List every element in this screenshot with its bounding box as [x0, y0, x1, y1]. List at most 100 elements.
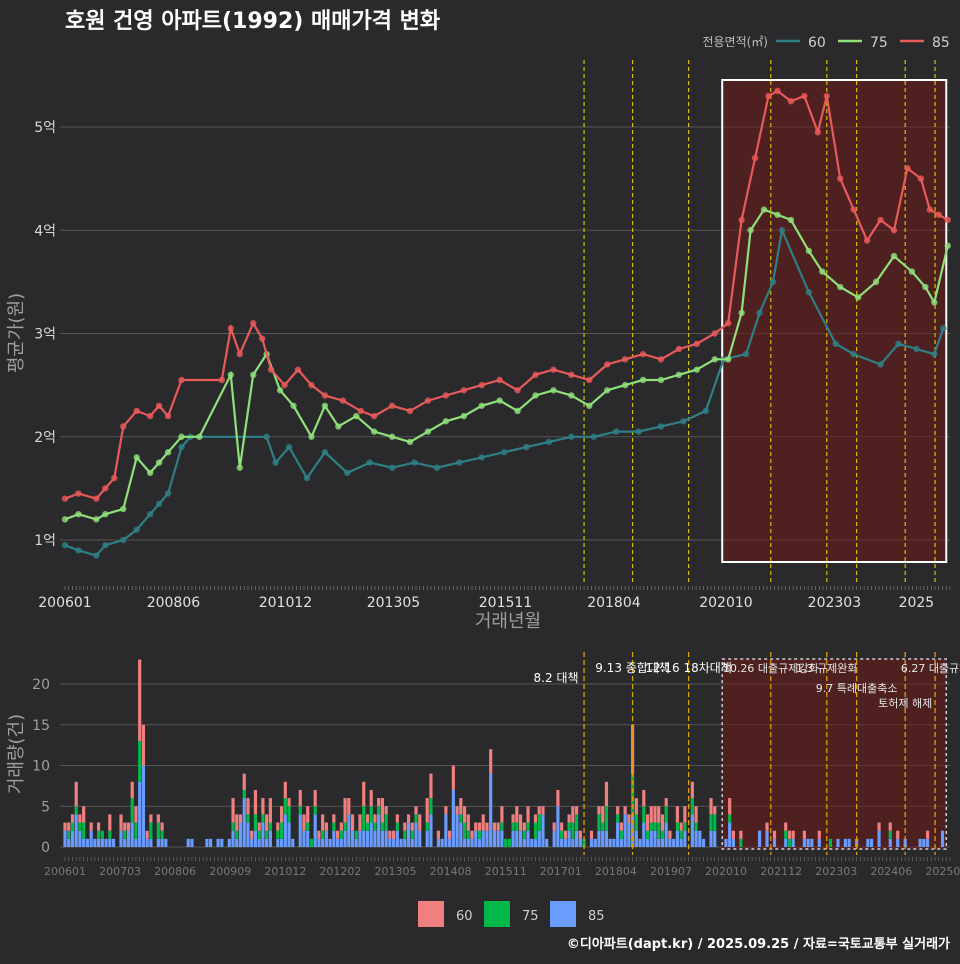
bottom-y-tick-label: 15: [32, 718, 50, 734]
volume-bar-60: [926, 830, 930, 839]
event-annotation-label: 10.26 대출규제강화: [723, 662, 819, 675]
bottom-x-tick-label: 202509: [925, 865, 960, 878]
volume-bar-85: [556, 806, 560, 847]
series-point-60: [272, 459, 279, 466]
series-point-85: [406, 407, 414, 415]
volume-bar-75: [257, 830, 261, 839]
bottom-x-axis: 200601 200703 200806 200909 201012 201202 2013…: [44, 857, 960, 878]
series-point-60: [133, 526, 140, 533]
volume-bar-75: [160, 830, 164, 839]
volume-bar-85: [608, 838, 612, 847]
top-x-label: 거래년월: [475, 611, 541, 632]
volume-bar-85: [698, 830, 702, 847]
volume-bar-75: [604, 806, 609, 831]
volume-bar-60: [772, 830, 777, 839]
volume-bar-85: [574, 830, 579, 847]
volume-bar-60: [500, 806, 504, 823]
series-point-75: [819, 268, 826, 275]
series-point-85: [944, 216, 951, 224]
volume-bar-60: [515, 806, 519, 823]
series-point-85: [424, 397, 432, 404]
series-point-75: [335, 423, 342, 430]
top-x-tick-label: 201305: [367, 595, 420, 611]
volume-bar-85: [380, 830, 384, 847]
series-point-85: [460, 387, 468, 394]
volume-bar-85: [866, 838, 870, 847]
volume-bar-75: [425, 822, 429, 831]
series-point-60: [321, 449, 329, 456]
volume-bar-85: [63, 830, 67, 847]
volume-bar-60: [321, 814, 325, 831]
volume-bar-85: [896, 838, 900, 847]
volume-bar-85: [604, 830, 609, 847]
series-point-85: [146, 412, 154, 420]
volume-bar-75: [679, 830, 683, 839]
series-point-85: [339, 397, 347, 404]
series-point-60: [344, 469, 351, 477]
volume-bar-75: [511, 822, 515, 831]
volume-bar-85: [429, 814, 433, 847]
series-point-75: [353, 412, 360, 420]
series-point-60: [61, 541, 69, 549]
volume-bar-75: [675, 822, 679, 831]
top-x-tick-label: 200601: [38, 595, 91, 611]
event-annotation-label: 9.7 특례대출축소: [816, 682, 898, 695]
series-point-85: [61, 495, 69, 502]
legend-swatch-75: [484, 901, 510, 927]
series-point-75: [760, 206, 768, 213]
series-point-60: [913, 345, 920, 353]
volume-bar-85: [567, 830, 571, 847]
series-point-85: [926, 206, 934, 213]
volume-bar-85: [802, 838, 806, 847]
volume-bar-75: [380, 822, 384, 831]
volume-bar-85: [940, 830, 945, 847]
volume-bar-75: [515, 822, 519, 831]
volume-bar-85: [675, 830, 679, 847]
volume-bar-85: [500, 830, 504, 847]
series-point-85: [321, 392, 329, 399]
volume-bar-85: [855, 838, 859, 847]
volume-bar-60: [283, 781, 287, 799]
volume-bar-75: [466, 830, 470, 839]
volume-bar-60: [459, 798, 463, 815]
volume-bar-85: [145, 838, 149, 847]
volume-bar-85: [653, 830, 657, 847]
volume-bar-85: [627, 822, 631, 847]
volume-bar-60: [709, 798, 713, 815]
volume-bar-75: [70, 822, 75, 831]
volume-bar-60: [279, 806, 284, 823]
series-point-75: [133, 454, 140, 461]
top-x-tick-label: 201804: [587, 595, 641, 611]
volume-bar-85: [250, 838, 254, 847]
series-point-75: [787, 216, 795, 224]
volume-bar-60: [313, 789, 317, 807]
volume-bar-85: [515, 830, 519, 847]
volume-bar-85: [313, 814, 317, 847]
highlight-rect-top: [721, 79, 948, 563]
bottom-y-label: 거래량(건): [6, 714, 27, 794]
series-point-85: [738, 216, 745, 224]
volume-bar-60: [556, 789, 560, 807]
series-point-60: [523, 443, 530, 451]
bottom-x-tick-label: 201701: [540, 865, 582, 878]
volume-bar-85: [317, 838, 321, 847]
volume-bar-75: [410, 830, 414, 839]
series-point-85: [850, 206, 857, 213]
volume-bar-60: [791, 830, 795, 839]
volume-bar-60: [362, 781, 366, 807]
volume-bar-85: [242, 798, 246, 847]
volume-bar-85: [522, 838, 526, 847]
series-point-60: [433, 464, 441, 471]
volume-bar-75: [522, 830, 526, 839]
series-point-75: [196, 433, 203, 440]
legend-label-bottom-60: 60: [456, 909, 473, 924]
volume-bar-75: [728, 814, 732, 823]
volume-bar-85: [67, 838, 71, 847]
volume-bar-85: [485, 830, 489, 847]
event-lines-bottom: [583, 652, 936, 855]
chart-title: 호원 건영 아파트(1992) 매매가격 변화: [65, 9, 440, 34]
series-point-85: [227, 325, 234, 332]
series-point-85: [568, 371, 575, 378]
volume-bar-60: [276, 822, 280, 831]
volume-bar-85: [354, 838, 358, 847]
